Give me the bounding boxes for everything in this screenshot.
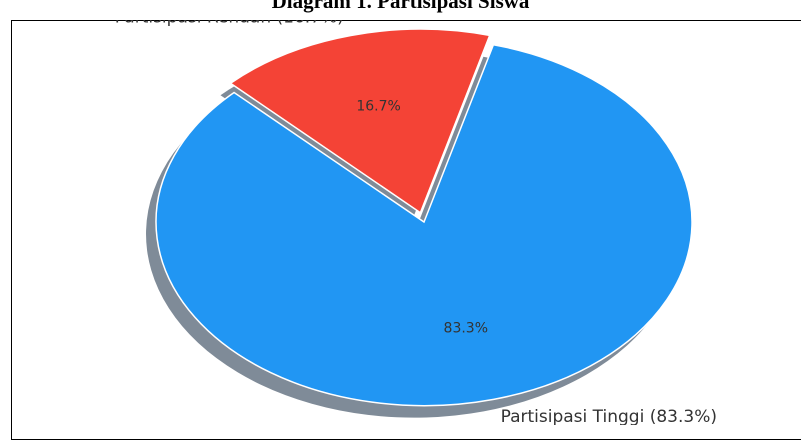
pie-slice-partisipasi-tinggi bbox=[155, 43, 693, 407]
pie-pct-label-partisipasi-rendah: 16.7% bbox=[356, 98, 400, 114]
pie-category-label-partisipasi-rendah: Partisipasi Rendah (16.7%) bbox=[115, 8, 344, 28]
page-title: Diagram 1. Partisipasi Siswa bbox=[271, 0, 530, 13]
pie-category-label-partisipasi-tinggi: Partisipasi Tinggi (83.3%) bbox=[501, 407, 717, 425]
pie-pct-label-partisipasi-tinggi: 83.3% bbox=[444, 320, 488, 336]
pie-slice-partisipasi-rendah bbox=[229, 28, 491, 214]
pie-chart: 16.7% Partisipasi Rendah (16.7%) 83.3% Part… bbox=[115, 8, 717, 425]
